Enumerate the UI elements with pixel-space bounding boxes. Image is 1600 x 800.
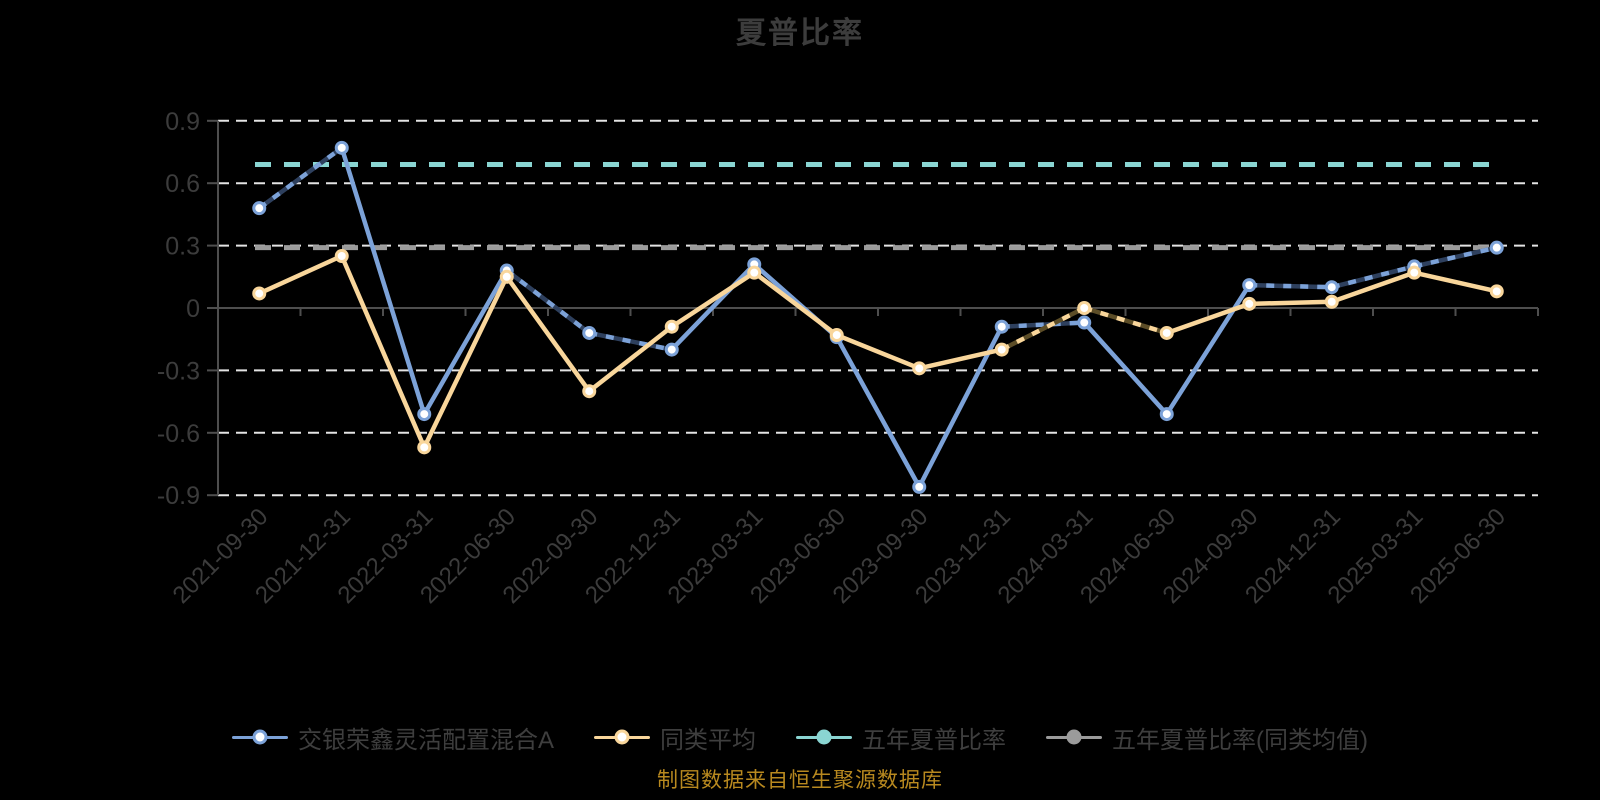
- average-series-legend-marker-icon: [594, 727, 651, 747]
- legend-item-five-year-sharpe[interactable]: 五年夏普比率: [796, 720, 1006, 755]
- legend-item-category-average[interactable]: 同类平均: [594, 720, 756, 755]
- svg-text:-0.3: -0.3: [157, 357, 200, 385]
- chart-title: 夏普比率: [736, 17, 864, 50]
- data-source-note: 制图数据来自恒生聚源数据库: [657, 769, 943, 792]
- svg-text:0.6: 0.6: [165, 170, 200, 198]
- series-fund-line: [257, 145, 1499, 490]
- svg-text:-0.6: -0.6: [157, 420, 200, 448]
- series-average-line: [257, 253, 1499, 450]
- x-axis-labels: 2021-09-302021-12-312022-03-312022-06-30…: [168, 503, 1511, 609]
- legend-item-five-year-sharpe-average[interactable]: 五年夏普比率(同类均值): [1046, 720, 1368, 755]
- five-year-sharpe-legend-marker-icon: [796, 727, 853, 747]
- legend-item-fund[interactable]: 交银荣鑫灵活配置混合A: [232, 720, 554, 755]
- y-axis: [207, 119, 219, 497]
- svg-text:0: 0: [186, 295, 200, 323]
- chart-legend: 交银荣鑫灵活配置混合A 同类平均 五年夏普比率 五年夏普比率(同类均值): [0, 716, 1600, 758]
- legend-label-category-average: 同类平均: [660, 726, 757, 754]
- y-axis-labels: 0.9 0.6 0.3 0 -0.3 -0.6 -0.9: [157, 108, 200, 510]
- fund-series-legend-marker-icon: [232, 727, 288, 747]
- legend-label-five-year-sharpe-average: 五年夏普比率(同类均值): [1112, 726, 1368, 754]
- svg-text:0.3: 0.3: [165, 233, 200, 261]
- legend-label-five-year-sharpe: 五年夏普比率: [862, 726, 1007, 754]
- series-fund-markers: [252, 140, 1504, 494]
- svg-text:-0.9: -0.9: [157, 482, 200, 510]
- legend-label-fund: 交银荣鑫灵活配置混合A: [298, 726, 555, 754]
- five-year-sharpe-average-legend-marker-icon: [1046, 727, 1103, 747]
- svg-text:0.9: 0.9: [165, 108, 200, 136]
- x-axis: [217, 307, 1539, 316]
- series-average-markers: [252, 249, 1504, 455]
